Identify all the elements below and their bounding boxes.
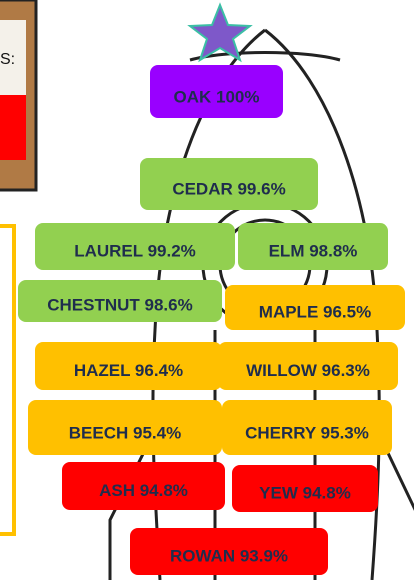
label-text: OAK 100% <box>174 87 260 106</box>
label-text: ROWAN 93.9% <box>170 547 288 566</box>
label-text: LAUREL 99.2% <box>74 242 196 261</box>
label-text: YEW 94.8% <box>259 484 351 503</box>
label-text: HAZEL 96.4% <box>74 361 183 380</box>
label-text: ASH 94.8% <box>99 481 188 500</box>
label-text: WILLOW 96.3% <box>246 361 370 380</box>
rocket-scene: S: OAK 100% CEDAR 99.6% LAUREL 99.2% ELM 98… <box>0 0 414 580</box>
side-panel <box>0 226 14 534</box>
label-text: CHESTNUT 98.6% <box>47 296 192 315</box>
label-text: CHERRY 95.3% <box>245 424 369 443</box>
board-text: S: <box>0 51 15 68</box>
label-text: ELM 98.8% <box>269 242 358 261</box>
label-text: CEDAR 99.6% <box>172 180 285 199</box>
label-text: MAPLE 96.5% <box>259 302 371 321</box>
board-red <box>0 95 26 160</box>
label-text: BEECH 95.4% <box>69 424 181 443</box>
